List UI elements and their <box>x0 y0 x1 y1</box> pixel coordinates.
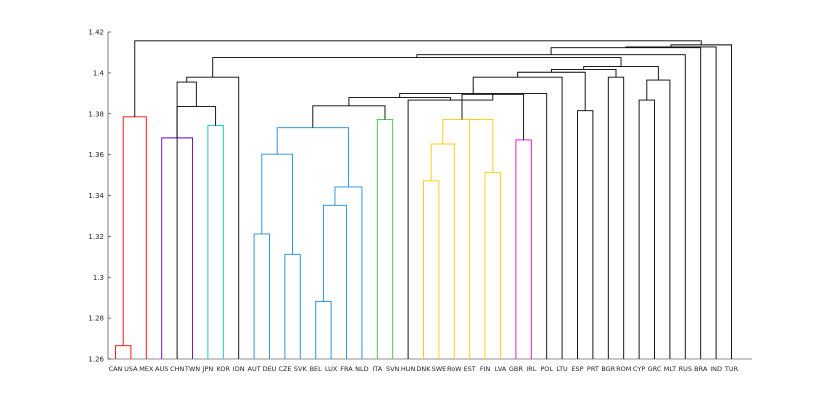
dendrogram-link <box>322 204 347 359</box>
leaf-label: NLD <box>355 365 369 373</box>
dendrogram-link <box>253 233 270 359</box>
dendrogram-link <box>176 106 217 138</box>
leaf-label: AUT <box>248 365 261 373</box>
leaf-label: TWN <box>184 365 200 373</box>
dendrogram-link <box>334 186 363 359</box>
dendrogram-link <box>407 94 494 359</box>
leaf-label: SVK <box>294 365 308 373</box>
leaf-label: LUX <box>325 365 338 373</box>
y-tick-label: 1.28 <box>88 315 104 323</box>
dendrogram-link <box>134 40 702 117</box>
dendrogram-link <box>484 172 501 359</box>
dendrogram-link <box>212 57 622 78</box>
dendrogram-link <box>261 153 294 255</box>
leaf-label: MLT <box>664 365 676 373</box>
leaf-label: USA <box>124 365 138 373</box>
y-tick-label: 1.36 <box>88 151 104 159</box>
dendrogram-link <box>315 300 332 359</box>
dendrogram-link <box>122 116 147 359</box>
leaf-label: DNK <box>416 365 431 373</box>
dendrogram-link <box>472 76 563 359</box>
dendrogram-link <box>186 76 240 359</box>
leaf-label: IDN <box>233 365 245 373</box>
dendrogram-link <box>625 46 717 359</box>
leaf-label: GRC <box>648 365 662 373</box>
dendrogram-link <box>670 44 732 359</box>
y-tick-label: 1.4 <box>93 69 105 77</box>
y-tick-label: 1.26 <box>88 356 104 364</box>
dendrogram-link <box>517 71 586 111</box>
dendrogram-link <box>550 68 617 78</box>
y-ticks: 1.26 1.28 1.3 1.32 1.34 1.36 1.38 1.4 1.42 <box>88 29 111 364</box>
y-tick-label: 1.32 <box>88 233 104 241</box>
leaf-labels: CAN USA MEX AUS CHN TWN JPN KOR IDN AUT DEU CZE SVK B… <box>109 365 739 373</box>
leaf-label: RUS <box>679 365 692 373</box>
leaf-label: DEU <box>263 365 277 373</box>
leaf-label: EST <box>464 365 476 373</box>
y-tick-label: 1.34 <box>88 192 104 200</box>
dendrogram-link <box>430 143 455 359</box>
y-tick-label: 1.38 <box>88 110 104 118</box>
leaf-label: LTU <box>556 365 568 373</box>
leaf-label: RoW <box>447 365 462 373</box>
leaf-label: BGR <box>601 365 615 373</box>
dendrogram-link <box>376 119 394 359</box>
dendrogram-link <box>207 125 224 359</box>
leaf-label: KOR <box>217 365 231 373</box>
leaf-label: IRL <box>526 365 536 373</box>
leaf-label: ROM <box>616 365 631 373</box>
dendrogram-link <box>607 76 625 359</box>
leaf-label: PRT <box>587 365 599 373</box>
dendrogram-link <box>638 99 655 359</box>
dendrogram-link <box>115 345 132 359</box>
dendrogram-link <box>550 47 702 359</box>
dendrogram-link <box>276 127 349 187</box>
y-tick-label: 1.42 <box>88 29 104 37</box>
leaf-label: FRA <box>340 365 353 373</box>
leaf-label: LVA <box>495 365 507 373</box>
dendrogram-link <box>348 97 451 106</box>
leaf-label: BRA <box>694 365 708 373</box>
leaf-label: CYP <box>633 365 645 373</box>
dendrogram-link <box>577 110 594 359</box>
leaf-label: FIN <box>480 365 491 373</box>
leaf-label: CZE <box>278 365 291 373</box>
leaf-label: CHN <box>170 365 184 373</box>
leaf-label: MEX <box>139 365 154 373</box>
dendrogram-link <box>583 66 659 81</box>
dendrogram-link <box>469 119 494 359</box>
dendrogram-link <box>399 93 548 359</box>
leaf-label: TUR <box>724 365 739 373</box>
dendrogram-link <box>176 81 197 359</box>
leaf-label: IND <box>710 365 722 373</box>
leaf-label: GBR <box>509 365 523 373</box>
dendrogram-link <box>515 139 532 359</box>
leaf-label: BEL <box>310 365 323 373</box>
axes <box>107 32 752 360</box>
leaf-label: SVN <box>386 365 400 373</box>
leaf-label: ITA <box>372 365 382 373</box>
leaf-label: AUS <box>155 365 168 373</box>
dendrogram-links <box>115 40 732 359</box>
dendrogram-link <box>312 105 386 128</box>
dendrogram-link <box>646 79 671 359</box>
dendrogram-link <box>442 119 482 144</box>
leaf-label: HUN <box>401 365 416 373</box>
dendrogram-link <box>284 253 301 359</box>
leaf-label: ESP <box>571 365 583 373</box>
dendrogram-link <box>423 180 440 359</box>
leaf-label: CAN <box>109 365 123 373</box>
y-tick-label: 1.3 <box>93 274 104 282</box>
leaf-label: POL <box>540 365 553 373</box>
leaf-label: SWE <box>432 365 447 373</box>
leaf-label: JPN <box>202 365 214 373</box>
